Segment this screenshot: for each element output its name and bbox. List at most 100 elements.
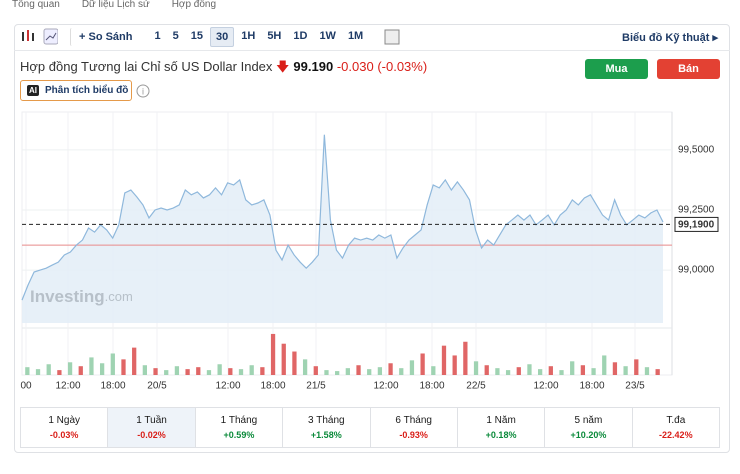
chart: 00 12:00 18:00 20/5 12:00 18:00 21/5 12:00 18:00…	[20, 111, 719, 392]
volume-bar	[153, 368, 158, 375]
volume-bar	[78, 366, 83, 375]
info-icon[interactable]: i	[136, 84, 150, 98]
volume-bar	[206, 370, 212, 375]
volume-bar	[99, 363, 105, 375]
title: Hợp đồng Tương lai Chỉ số US Dollar Inde…	[20, 59, 273, 74]
volume-bar	[57, 370, 62, 375]
period-label: 3 Tháng	[308, 415, 345, 426]
price-line	[21, 134, 664, 301]
volume-bar	[345, 368, 350, 375]
ai-badge: AI	[27, 85, 39, 96]
nav-tab: Tổng quan	[12, 0, 60, 10]
volume-bar	[484, 365, 489, 375]
interval-button[interactable]: 1M	[347, 30, 364, 42]
x-tick-label: 18:00	[100, 381, 125, 392]
change: -0.030	[336, 59, 374, 74]
x-tick-label: 00	[20, 381, 32, 392]
chart-type-icons[interactable]	[18, 27, 58, 47]
x-tick-label: 12:00	[533, 381, 558, 392]
volume-bar	[580, 365, 586, 375]
sell-button[interactable]: Bán	[657, 59, 720, 79]
volume-bar	[623, 366, 628, 375]
y-tick-label: 99,5000	[678, 145, 715, 156]
volume-bar	[35, 369, 41, 375]
interval-button[interactable]: 1	[154, 30, 161, 42]
interval-button[interactable]: 1W	[319, 30, 336, 42]
interval-button[interactable]: 30	[210, 27, 235, 47]
period-tabs: 1 Ngày -0.03% 1 Tuần -0.02% 1 Tháng +0.59% 3 T…	[20, 407, 720, 448]
volume-bar	[602, 355, 607, 375]
price: 99.190	[293, 59, 334, 74]
analysis-label: Phân tích biểu đồ	[45, 85, 129, 96]
volume-bar	[25, 367, 30, 375]
volume-bar	[281, 343, 286, 375]
volume-bar	[612, 362, 618, 375]
volume-bar	[388, 363, 393, 375]
header: Hợp đồng Tương lai Chỉ số US Dollar Inde…	[20, 58, 427, 80]
volume-bar	[313, 366, 318, 375]
period-change: +0.59%	[223, 430, 255, 440]
volume-bar	[377, 367, 383, 375]
volume-bar	[431, 366, 436, 375]
volume-bar	[270, 333, 276, 375]
interval-button[interactable]: 1H	[241, 30, 256, 42]
period-label: 1 Tuần	[136, 415, 167, 426]
period-tab[interactable]: 1 Ngày -0.03%	[21, 408, 109, 447]
interval-button[interactable]: 15	[190, 30, 203, 42]
period-tab[interactable]: T.đa -22.42%	[633, 408, 719, 447]
nav-tab: Hợp đồng	[171, 0, 217, 10]
x-tick-label: 21/5	[306, 381, 326, 392]
down-arrow: 🡇	[276, 59, 290, 74]
interval-button[interactable]: 1D	[293, 30, 308, 42]
interval-button[interactable]: 5	[172, 30, 179, 42]
volume-bar	[174, 366, 180, 375]
x-tick-label: 18:00	[579, 381, 604, 392]
toolbar: + So Sánh 1 5 15 30 1H 5H 1D 1W 1M Biểu đồ Kỹ th…	[14, 24, 730, 51]
buy-button[interactable]: Mua	[585, 59, 648, 79]
period-change: -0.02%	[137, 430, 166, 440]
volume-bar	[238, 369, 244, 375]
period-tab[interactable]: 1 Tháng +0.59%	[196, 408, 284, 447]
area	[22, 134, 663, 323]
nav-tab: Dữ liệu Lịch sử	[81, 0, 150, 10]
x-tick-label: 12:00	[215, 381, 240, 392]
volume-bar	[110, 353, 115, 375]
settings-icon[interactable]	[377, 27, 407, 47]
period-label: T.đa	[666, 415, 686, 426]
period-tab[interactable]: 1 Tuần -0.02%	[108, 408, 196, 447]
interval-button[interactable]: 5H	[267, 30, 282, 42]
volume-bar	[420, 353, 425, 375]
x-tick-label: 20/5	[147, 381, 167, 392]
volume-bar	[570, 361, 575, 375]
x-tick-label: 22/5	[466, 381, 486, 392]
period-tab[interactable]: 3 Tháng +1.58%	[283, 408, 371, 447]
analysis-button[interactable]: AI Phân tích biểu đồ	[20, 80, 132, 101]
x-tick-label: 23/5	[625, 381, 645, 392]
volume-bar	[121, 359, 126, 375]
period-change: -22.42%	[659, 430, 693, 440]
volume-bar	[324, 370, 329, 375]
compare-button[interactable]: + So Sánh	[70, 28, 138, 46]
period-label: 1 Tháng	[220, 415, 258, 426]
volume-bar	[441, 345, 447, 375]
technical-link[interactable]: Biểu đồ Kỹ thuật ▸	[622, 31, 718, 44]
volume-bar	[367, 369, 372, 375]
current-label: 99,1900	[678, 220, 715, 231]
volume-bar	[538, 369, 543, 375]
volume-bar	[527, 364, 532, 375]
volume-bar	[302, 359, 308, 375]
watermark-main: Investing	[30, 287, 105, 306]
volume-bar	[335, 371, 340, 375]
volume-bar	[217, 364, 222, 375]
period-tab[interactable]: 6 Tháng -0.93%	[371, 408, 458, 447]
volume-bar	[164, 370, 169, 375]
volume-bar	[132, 347, 137, 375]
volume-bar	[89, 357, 94, 375]
period-tab[interactable]: 1 Năm +0.18%	[458, 408, 546, 447]
volume-bar	[142, 365, 147, 375]
change-pct: (-0.03%)	[377, 59, 428, 74]
period-tab[interactable]: 5 năm +10.20%	[545, 408, 633, 447]
watermark-suffix: .com	[105, 289, 133, 304]
period-change: +0.18%	[485, 430, 517, 440]
svg-text:i: i	[142, 86, 144, 96]
